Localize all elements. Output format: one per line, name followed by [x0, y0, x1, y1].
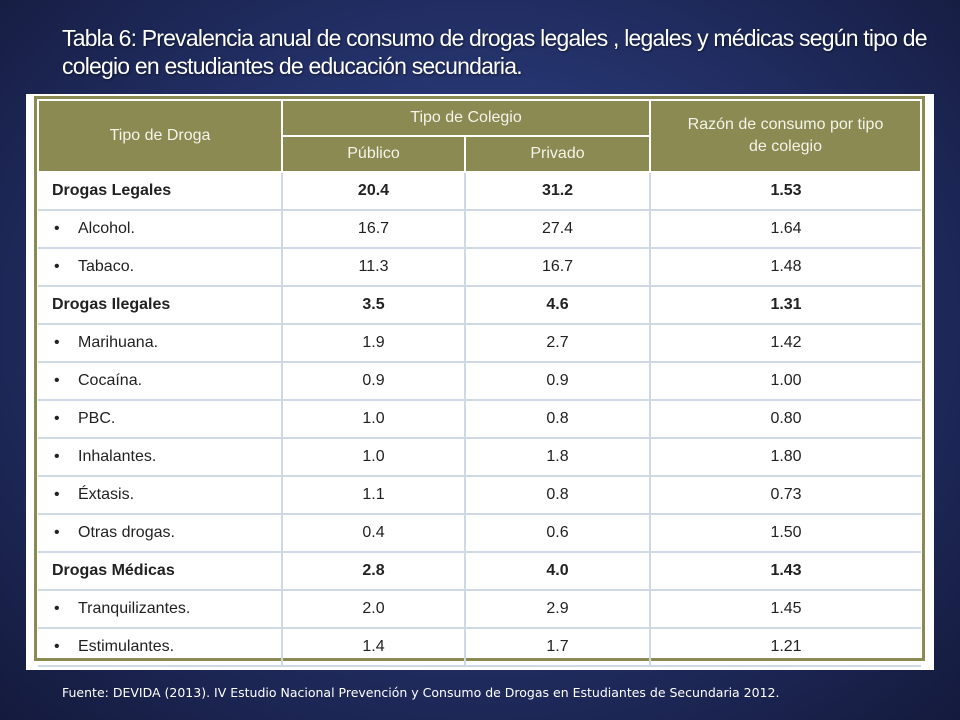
cell-ratio: 1.53 [650, 172, 921, 211]
bullet-marker: • [54, 600, 60, 617]
row-label: Tranquilizantes. [78, 600, 191, 617]
table-row: • Otras drogas. 0.4 0.6 1.50 [38, 514, 921, 553]
header-ratio-text: Razón de consumo por tipo de colegio [687, 116, 884, 155]
cell-ratio: 1.50 [650, 514, 921, 553]
bullet-marker: • [54, 448, 60, 465]
cell-ratio: 1.00 [650, 362, 921, 401]
cell-ratio: 1.42 [650, 324, 921, 363]
cell-private: 2.7 [465, 324, 652, 363]
cell-public: 0.4 [282, 514, 466, 553]
table-row: • Estimulantes. 1.4 1.7 1.21 [38, 628, 921, 667]
header-drug-type: Tipo de Droga [37, 99, 283, 173]
cell-private: 31.2 [465, 172, 652, 211]
row-label-cell: • Alcohol. [38, 210, 283, 249]
cell-private: 2.9 [465, 590, 652, 629]
cell-private: 27.4 [465, 210, 652, 249]
cell-private: 4.6 [465, 286, 652, 325]
table-row: • Tranquilizantes. 2.0 2.9 1.45 [38, 590, 921, 629]
cell-private: 4.0 [465, 552, 652, 591]
cell-ratio: 0.73 [650, 476, 921, 515]
source-footnote: Fuente: DEVIDA (2013). IV Estudio Nacion… [62, 685, 780, 700]
bullet-marker: • [54, 410, 60, 427]
cell-public: 2.8 [282, 552, 466, 591]
cell-public: 16.7 [282, 210, 466, 249]
cell-public: 1.4 [282, 628, 466, 667]
header-public: Público [281, 135, 466, 173]
cell-private: 0.8 [465, 400, 652, 439]
row-label: Estimulantes. [78, 638, 175, 655]
row-label-cell: • Marihuana. [38, 324, 283, 363]
row-label-cell: • Otras drogas. [38, 514, 283, 553]
cell-ratio: 1.80 [650, 438, 921, 477]
cell-ratio: 1.48 [650, 248, 921, 287]
cell-private: 1.8 [465, 438, 652, 477]
cell-public: 2.0 [282, 590, 466, 629]
cell-ratio: 0.80 [650, 400, 921, 439]
cell-public: 11.3 [282, 248, 466, 287]
row-label-cell: • Tranquilizantes. [38, 590, 283, 629]
cell-public: 1.0 [282, 438, 466, 477]
cell-private: 0.9 [465, 362, 652, 401]
cell-private: 0.6 [465, 514, 652, 553]
cell-ratio: 1.45 [650, 590, 921, 629]
table-row: • Marihuana. 1.9 2.7 1.42 [38, 324, 921, 363]
row-label: Otras drogas. [78, 524, 175, 541]
table-row: • Inhalantes. 1.0 1.8 1.80 [38, 438, 921, 477]
cell-ratio: 1.21 [650, 628, 921, 667]
header-private: Privado [463, 135, 652, 173]
bullet-marker: • [54, 486, 60, 503]
row-label-cell: • Inhalantes. [38, 438, 283, 477]
table-row: Drogas Médicas 2.8 4.0 1.43 [38, 552, 921, 591]
drug-prevalence-table: Tipo de Droga Tipo de Colegio Razón de c… [37, 99, 922, 667]
table-row: Drogas Legales 20.4 31.2 1.53 [38, 172, 921, 211]
bullet-marker: • [54, 638, 60, 655]
row-label: Inhalantes. [78, 448, 157, 465]
row-label: Alcohol. [78, 220, 135, 237]
slide-title: Tabla 6: Prevalencia anual de consumo de… [62, 25, 928, 79]
bullet-marker: • [54, 334, 60, 351]
table-row: • Cocaína. 0.9 0.9 1.00 [38, 362, 921, 401]
row-label: Éxtasis. [78, 486, 135, 503]
cell-ratio: 1.64 [650, 210, 921, 249]
row-label-cell: • Tabaco. [38, 248, 283, 287]
bullet-marker: • [54, 372, 60, 389]
row-label-cell: • PBC. [38, 400, 283, 439]
table-row: • Tabaco. 11.3 16.7 1.48 [38, 248, 921, 287]
table-frame: Tipo de Droga Tipo de Colegio Razón de c… [34, 96, 925, 667]
table-row: • PBC. 1.0 0.8 0.80 [38, 400, 921, 439]
table-row: • Alcohol. 16.7 27.4 1.64 [38, 210, 921, 249]
row-label: Drogas Médicas [38, 552, 283, 591]
cell-public: 3.5 [282, 286, 466, 325]
bullet-marker: • [54, 220, 60, 237]
row-label: Tabaco. [78, 258, 135, 275]
cell-public: 1.0 [282, 400, 466, 439]
cell-public: 20.4 [282, 172, 466, 211]
row-label-cell: • Estimulantes. [38, 628, 283, 667]
row-label: PBC. [78, 410, 116, 427]
cell-private: 16.7 [465, 248, 652, 287]
table-row: • Éxtasis. 1.1 0.8 0.73 [38, 476, 921, 515]
cell-private: 0.8 [465, 476, 652, 515]
bullet-marker: • [54, 524, 60, 541]
cell-public: 1.9 [282, 324, 466, 363]
cell-ratio: 1.43 [650, 552, 921, 591]
row-label: Marihuana. [78, 334, 159, 351]
bullet-marker: • [54, 258, 60, 275]
row-label-cell: • Cocaína. [38, 362, 283, 401]
cell-public: 1.1 [282, 476, 466, 515]
cell-ratio: 1.31 [650, 286, 921, 325]
row-label: Drogas Legales [38, 172, 283, 211]
table-panel: Tipo de Droga Tipo de Colegio Razón de c… [26, 94, 934, 670]
header-ratio: Razón de consumo por tipo de colegio [649, 99, 922, 173]
row-label: Cocaína. [78, 372, 143, 389]
row-label: Drogas Ilegales [38, 286, 283, 325]
cell-private: 1.7 [465, 628, 652, 667]
cell-public: 0.9 [282, 362, 466, 401]
header-school-type: Tipo de Colegio [280, 99, 652, 137]
table-row: Drogas Ilegales 3.5 4.6 1.31 [38, 286, 921, 325]
row-label-cell: • Éxtasis. [38, 476, 283, 515]
